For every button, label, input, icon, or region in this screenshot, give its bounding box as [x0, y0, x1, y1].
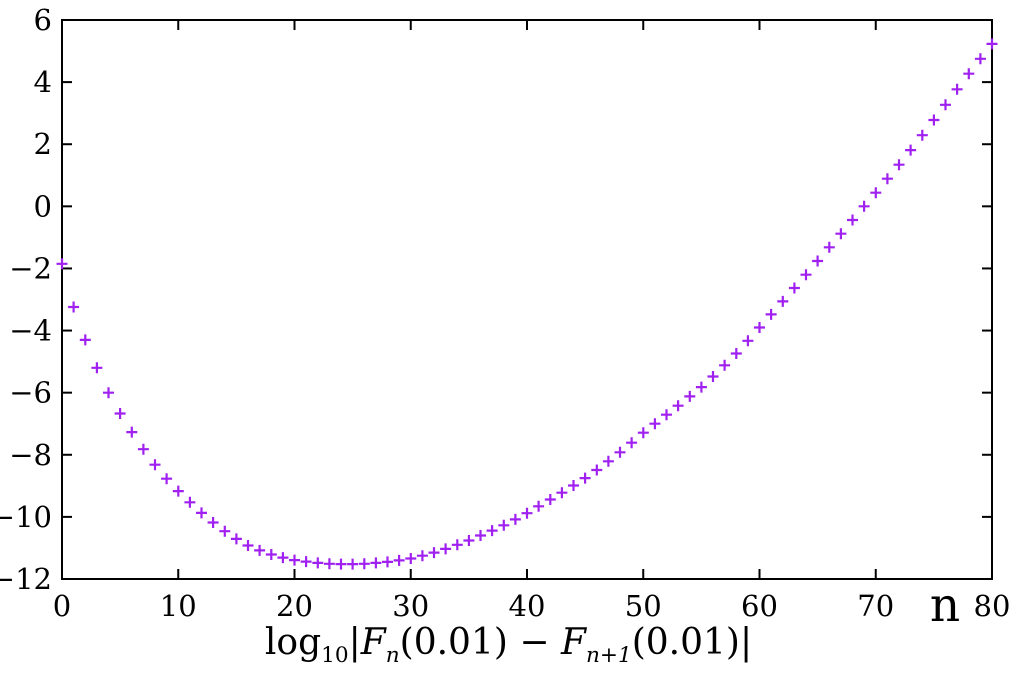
caption-right-bar: | — [739, 622, 753, 663]
caption: log10|Fn(0.01) − Fn+1(0.01)| — [0, 621, 1017, 666]
svg-text:0: 0 — [53, 589, 71, 621]
svg-text:−8: −8 — [9, 438, 52, 472]
svg-text:40: 40 — [509, 589, 546, 621]
svg-text:10: 10 — [160, 589, 197, 621]
svg-text:60: 60 — [741, 589, 778, 621]
caption-f2-sub: n+1 — [585, 643, 632, 669]
svg-text:50: 50 — [625, 589, 662, 621]
x-axis-label: n — [929, 578, 961, 633]
caption-f2: F — [560, 622, 586, 663]
svg-text:30: 30 — [392, 589, 429, 621]
svg-text:0: 0 — [34, 189, 52, 223]
svg-text:20: 20 — [276, 589, 313, 621]
caption-minus: − — [507, 622, 561, 663]
data-points — [56, 38, 998, 570]
svg-text:−4: −4 — [9, 314, 52, 348]
svg-text:−2: −2 — [9, 251, 52, 285]
svg-text:−6: −6 — [9, 376, 52, 410]
caption-left-bar: | — [348, 622, 361, 663]
caption-f1-sub: n — [385, 643, 400, 669]
caption-log-sub: 10 — [321, 643, 349, 669]
caption-f1: F — [360, 622, 386, 663]
svg-text:−10: −10 — [0, 500, 52, 534]
caption-arg2: (0.01) — [631, 622, 740, 663]
svg-text:80: 80 — [974, 589, 1011, 621]
caption-log: log — [264, 622, 322, 663]
svg-text:6: 6 — [34, 3, 52, 37]
svg-text:70: 70 — [857, 589, 894, 621]
caption-arg1: (0.01) — [399, 622, 508, 663]
svg-text:−12: −12 — [0, 562, 52, 596]
svg-text:2: 2 — [34, 127, 52, 161]
svg-text:4: 4 — [34, 65, 52, 99]
